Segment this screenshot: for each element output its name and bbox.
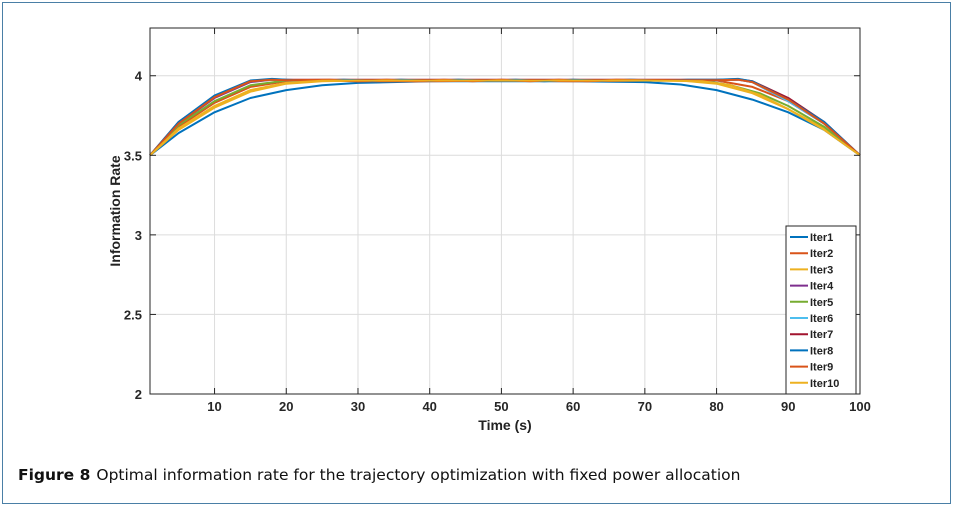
caption-text: Optimal information rate for the traject… [96, 466, 741, 484]
y-tick-label: 2 [135, 387, 142, 402]
legend-entry: Iter3 [810, 264, 833, 276]
legend: Iter1 Iter2 Iter3 Iter4 Iter5 Iter6 Iter7 Iter8… [785, 225, 857, 395]
x-tick-label: 90 [781, 399, 795, 414]
figure-caption: Figure 8 Optimal information rate for the… [18, 466, 740, 484]
y-tick-label: 2.5 [124, 307, 142, 322]
x-tick-label: 50 [494, 399, 508, 414]
legend-entry: Iter8 [810, 345, 833, 357]
tick-labels: 10 20 30 40 50 60 70 80 90 100 2 2.5 3 3.5 4 [124, 69, 871, 414]
y-tick-label: 3.5 [124, 148, 142, 163]
x-tick-label: 30 [351, 399, 365, 414]
legend-entry: Iter9 [810, 362, 833, 374]
axes-box [149, 27, 861, 395]
x-tick-label: 100 [849, 399, 871, 414]
x-tick-label: 70 [638, 399, 652, 414]
y-axis-label: Information Rate [107, 155, 123, 266]
legend-entry: Iter5 [810, 297, 833, 309]
legend-entry: Iter6 [810, 313, 833, 325]
legend-entry: Iter4 [810, 281, 834, 293]
caption-label: Figure 8 [18, 466, 91, 484]
x-tick-label: 60 [566, 399, 580, 414]
legend-entry: Iter2 [810, 248, 833, 260]
x-tick-label: 20 [279, 399, 293, 414]
legend-entry: Iter7 [810, 329, 833, 341]
y-tick-label: 3 [135, 228, 142, 243]
series-line-iter10 [149, 79, 861, 157]
x-tick-label: 10 [207, 399, 221, 414]
x-tick-label: 80 [709, 399, 723, 414]
x-tick-label: 40 [422, 399, 436, 414]
legend-entry: Iter10 [810, 378, 839, 390]
series-lines [149, 77, 861, 157]
x-axis-label: Time (s) [478, 417, 531, 433]
y-tick-label: 4 [135, 69, 143, 84]
legend-entry: Iter1 [810, 232, 833, 244]
